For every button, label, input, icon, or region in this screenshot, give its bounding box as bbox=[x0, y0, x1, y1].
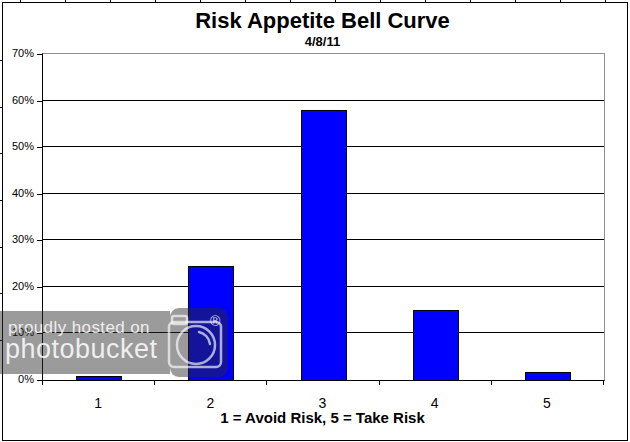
bar-category-5 bbox=[525, 372, 571, 380]
crop-edge-tick bbox=[0, 153, 3, 154]
y-axis-tick-label: 40% bbox=[0, 187, 34, 200]
crop-edge-tick bbox=[110, 0, 111, 3]
registered-trademark-icon: ® bbox=[210, 313, 220, 329]
x-axis-tick-mark bbox=[42, 380, 43, 385]
chart-figure: Risk Appetite Bell Curve 4/8/11 0%10%20%… bbox=[0, 0, 630, 442]
crop-edge-tick bbox=[425, 0, 426, 3]
crop-edge-tick bbox=[65, 0, 66, 3]
x-axis-tick-mark bbox=[379, 380, 380, 385]
y-axis-tick-label: 60% bbox=[0, 94, 34, 107]
crop-edge-tick bbox=[290, 0, 291, 3]
chart-title: Risk Appetite Bell Curve bbox=[42, 8, 603, 34]
x-axis-tick-mark bbox=[266, 380, 267, 385]
y-axis-tick-label: 70% bbox=[0, 47, 34, 60]
crop-edge-tick bbox=[0, 247, 3, 248]
crop-edge-tick bbox=[20, 0, 21, 3]
y-axis-tick-mark bbox=[37, 194, 42, 195]
crop-edge-tick bbox=[605, 0, 606, 3]
x-axis-tick-mark bbox=[491, 380, 492, 385]
crop-edge-tick bbox=[470, 0, 471, 3]
x-axis-tick-mark bbox=[603, 380, 604, 385]
y-axis-tick-mark bbox=[37, 101, 42, 102]
crop-edge-tick bbox=[335, 0, 336, 3]
x-axis-title: 1 = Avoid Risk, 5 = Take Risk bbox=[42, 409, 603, 426]
y-axis-tick-label: 50% bbox=[0, 140, 34, 153]
crop-edge-tick bbox=[0, 60, 3, 61]
y-axis-tick-mark bbox=[37, 54, 42, 55]
crop-edge-tick bbox=[515, 0, 516, 3]
y-axis-tick-label: 20% bbox=[0, 280, 34, 293]
crop-edge-tick bbox=[0, 200, 3, 201]
crop-edge-tick bbox=[155, 0, 156, 3]
y-axis-tick-mark bbox=[37, 287, 42, 288]
crop-edge-tick bbox=[0, 107, 3, 108]
gridline-60pct bbox=[43, 100, 604, 101]
bar-category-3 bbox=[301, 110, 347, 380]
crop-edge-tick bbox=[0, 293, 3, 294]
crop-edge-tick bbox=[560, 0, 561, 3]
y-axis-tick-mark bbox=[37, 240, 42, 241]
crop-edge-tick bbox=[245, 0, 246, 3]
x-axis-tick-mark bbox=[154, 380, 155, 385]
y-axis-tick-label: 30% bbox=[0, 233, 34, 246]
crop-edge-tick bbox=[380, 0, 381, 3]
watermark-brand-text: photobucket bbox=[5, 335, 158, 364]
y-axis-tick-mark bbox=[37, 147, 42, 148]
chart-subtitle: 4/8/11 bbox=[42, 34, 603, 49]
photobucket-watermark: proudly hosted on photobucket ® bbox=[0, 308, 232, 380]
bar-category-4 bbox=[413, 310, 459, 380]
crop-edge-tick bbox=[200, 0, 201, 3]
